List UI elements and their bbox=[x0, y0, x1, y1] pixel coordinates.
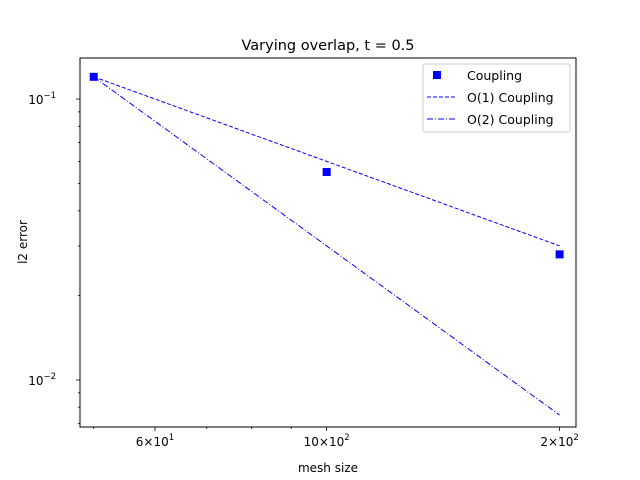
x-tick-label: 6×101 bbox=[136, 433, 174, 449]
o1-coupling-line bbox=[93, 76, 560, 247]
o2-coupling-line bbox=[93, 76, 560, 416]
x-axis-label: mesh size bbox=[298, 461, 358, 475]
plot-area bbox=[79, 57, 577, 428]
coupling-point bbox=[555, 250, 564, 259]
x-tick-label: 2×102 bbox=[540, 433, 578, 449]
y-axis-label: l2 error bbox=[16, 220, 30, 264]
x-tick-label: 10×102 bbox=[304, 433, 350, 449]
legend-coupling-marker bbox=[433, 71, 441, 79]
major-ticks: 6×101 10×102 2×102 10−2 10−1 bbox=[28, 91, 579, 449]
legend-o1-label: O(1) Coupling bbox=[467, 90, 554, 105]
coupling-point bbox=[322, 167, 331, 176]
legend: Coupling O(1) Coupling O(2) Coupling bbox=[422, 63, 571, 133]
y-tick-label: 10−1 bbox=[28, 91, 56, 107]
y-tick-label: 10−2 bbox=[28, 372, 56, 388]
series-layer bbox=[89, 72, 564, 416]
legend-box bbox=[422, 63, 571, 133]
minor-ticks bbox=[78, 111, 292, 429]
chart-title: Varying overlap, t = 0.5 bbox=[241, 38, 414, 54]
legend-o2-label: O(2) Coupling bbox=[467, 112, 554, 127]
legend-coupling-label: Coupling bbox=[467, 68, 522, 83]
